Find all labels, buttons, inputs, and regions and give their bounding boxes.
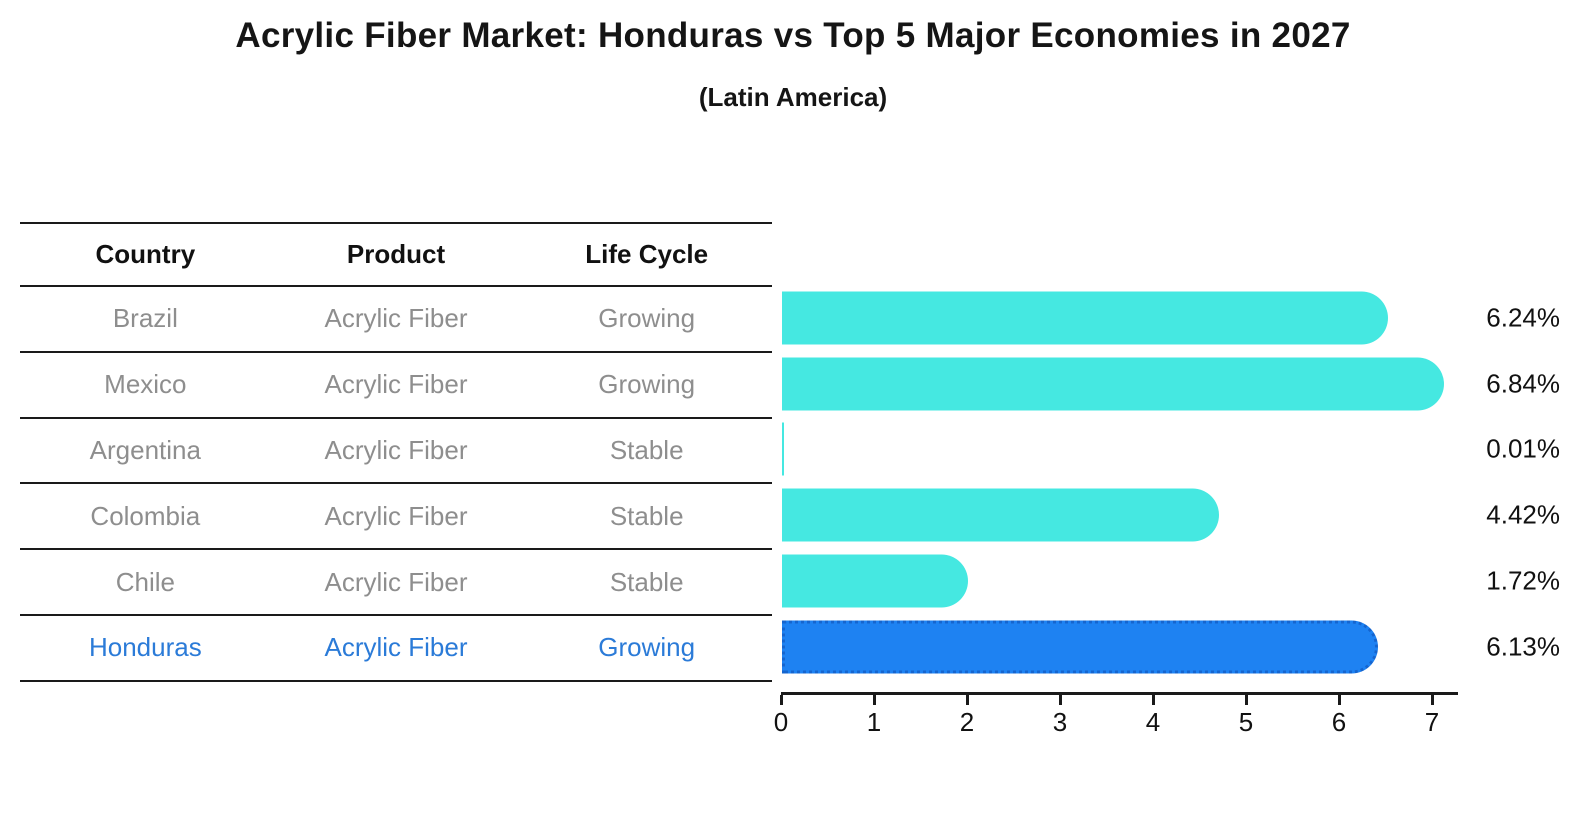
bar-colombia [782,488,1220,542]
bar-value-label: 1.72% [1486,565,1560,596]
bar-argentina [782,422,784,476]
column-header-product: Product [346,239,446,269]
table-row: Colombia Acrylic Fiber Stable [20,484,772,551]
table-row-honduras: Honduras Acrylic Fiber Growing [20,616,772,682]
cell-life-cycle: Stable [609,566,684,597]
cell-product: Acrylic Fiber [324,566,468,597]
cell-product: Acrylic Fiber [324,500,468,531]
bar-value-label: 6.84% [1486,368,1560,399]
bar-row: 1.72% [782,548,1572,614]
x-tick [1152,695,1155,705]
table-row: Mexico Acrylic Fiber Growing [20,353,772,419]
cell-country: Mexico [104,369,187,400]
column-header-life-cycle: Life Cycle [585,239,709,269]
bar-chile [782,554,968,608]
cell-life-cycle: Stable [609,500,684,531]
x-tick-label: 0 [773,707,789,737]
x-tick-label: 3 [1052,707,1068,737]
column-header-country: Country [95,239,196,269]
page-subtitle: (Latin America) [698,82,888,112]
x-tick-label: 5 [1238,707,1254,737]
bar-chart: 6.24% 6.84% 0.01% 4.42% 1.72% 6.13% [782,285,1572,680]
cell-product: Acrylic Fiber [324,434,468,465]
country-table: Country Product Life Cycle Brazil Acryli… [20,222,772,682]
bar-value-label: 4.42% [1486,499,1560,530]
bar-row: 6.84% [782,351,1572,417]
x-tick [1431,695,1434,705]
cell-product: Acrylic Fiber [324,369,468,400]
x-axis-line [781,692,1458,695]
cell-country: Colombia [90,500,201,531]
cell-country: Argentina [89,434,201,465]
x-tick [780,695,783,705]
cell-country: Honduras [88,632,202,663]
x-tick [1338,695,1341,705]
x-axis: 0 1 2 3 4 5 6 7 [774,692,1458,740]
x-tick-label: 4 [1145,707,1161,737]
x-tick-label: 6 [1331,707,1347,737]
bar-row: 4.42% [782,482,1572,548]
bar-row: 0.01% [782,417,1572,483]
table-row: Argentina Acrylic Fiber Stable [20,419,772,485]
table-row: Brazil Acrylic Fiber Growing [20,287,772,353]
bar-value-label: 6.24% [1486,302,1560,333]
x-tick-label: 2 [959,707,975,737]
cell-life-cycle: Growing [598,369,696,400]
x-tick [1059,695,1062,705]
bar-honduras [782,620,1379,674]
x-tick [966,695,969,705]
cell-country: Brazil [112,303,178,334]
bar-brazil [782,291,1389,345]
bar-mexico [782,357,1445,411]
cell-life-cycle: Growing [598,303,696,334]
x-tick-label: 7 [1424,707,1440,737]
bar-value-label: 6.13% [1486,631,1560,662]
cell-country: Chile [115,566,175,597]
bar-value-label: 0.01% [1486,433,1560,464]
table-header-row: Country Product Life Cycle [20,224,772,287]
page-title: Acrylic Fiber Market: Honduras vs Top 5 … [235,16,1351,55]
cell-life-cycle: Growing [598,632,696,663]
bar-row: 6.24% [782,285,1572,351]
table-row: Chile Acrylic Fiber Stable [20,550,772,616]
bar-row: 6.13% [782,614,1572,680]
cell-product: Acrylic Fiber [324,303,468,334]
cell-product: Acrylic Fiber [324,632,468,663]
cell-life-cycle: Stable [609,434,684,465]
x-tick-label: 1 [866,707,882,737]
x-tick [1245,695,1248,705]
x-tick [873,695,876,705]
